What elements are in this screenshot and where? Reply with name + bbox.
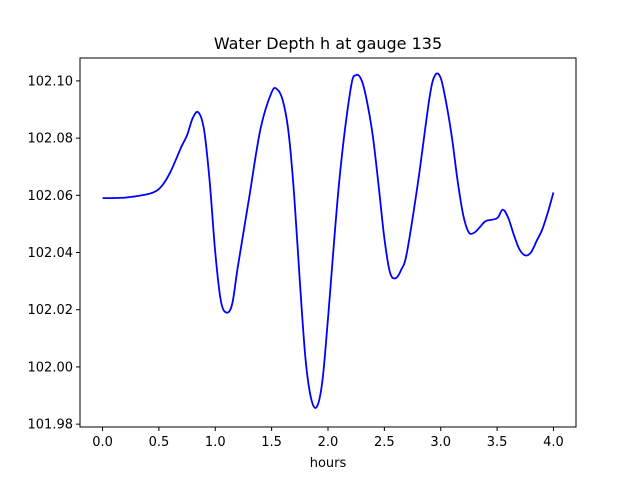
y-tick-label: 102.02 [28, 303, 74, 318]
x-tick-label: 3.5 [487, 435, 508, 450]
x-tick-label: 1.0 [205, 435, 226, 450]
y-tick-label: 102.06 [28, 189, 74, 204]
x-tick-label: 4.0 [543, 435, 564, 450]
x-tick-label: 0.5 [149, 435, 170, 450]
x-tick-label: 0.0 [92, 435, 113, 450]
y-tick-label: 101.98 [28, 418, 74, 433]
x-axis-label: hours [310, 456, 347, 471]
x-tick-label: 2.5 [374, 435, 395, 450]
y-axis: 101.98 102.00 102.02 102.04 102.06 102.08 102.… [28, 74, 80, 433]
plot-area [79, 57, 577, 428]
x-tick-label: 1.5 [261, 435, 282, 450]
y-tick-label: 102.08 [28, 132, 74, 147]
y-tick-label: 102.10 [28, 74, 74, 89]
series-line [102, 72, 555, 409]
x-tick-label: 3.0 [430, 435, 451, 450]
x-tick-label: 2.0 [318, 435, 339, 450]
y-tick-label: 102.04 [28, 246, 74, 261]
x-axis: 0.0 0.5 1.0 1.5 2.0 2.5 3.0 3.5 4.0 [92, 427, 564, 450]
series-layer [102, 72, 555, 409]
y-tick-label: 102.00 [28, 360, 74, 375]
chart-title: Water Depth h at gauge 135 [214, 34, 442, 53]
